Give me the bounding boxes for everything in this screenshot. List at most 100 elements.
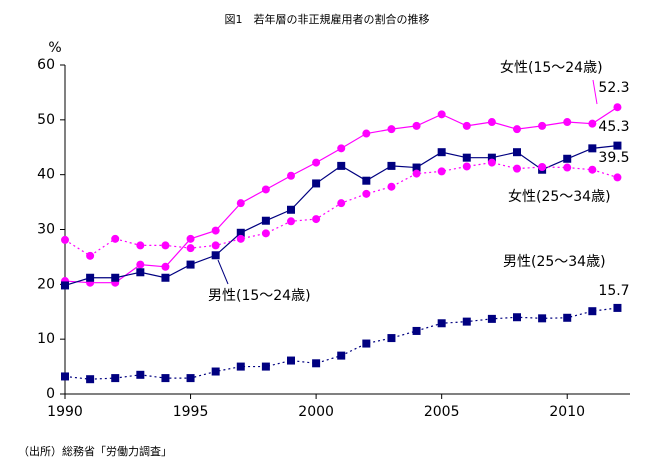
x-tick-label: 2005 <box>424 404 460 420</box>
point <box>588 165 597 174</box>
point <box>211 251 220 260</box>
point <box>487 118 496 127</box>
point <box>588 119 597 128</box>
point <box>387 182 396 191</box>
x-tick-label: 2010 <box>549 404 585 420</box>
point <box>412 163 421 172</box>
point <box>86 375 95 384</box>
x-tick-label: 2000 <box>298 404 334 420</box>
point <box>588 307 597 316</box>
point <box>588 144 597 153</box>
point <box>312 215 321 224</box>
point <box>111 234 120 243</box>
point <box>462 153 471 162</box>
point <box>287 171 295 180</box>
y-tick-label: 10 <box>37 331 55 347</box>
point <box>287 356 295 365</box>
point <box>437 167 446 176</box>
point <box>136 260 145 269</box>
point <box>412 169 421 178</box>
value-label: 52.3 <box>598 80 629 96</box>
point <box>337 351 346 360</box>
value-label: 15.7 <box>598 283 629 299</box>
y-tick-label: 40 <box>37 167 55 183</box>
point <box>86 251 95 260</box>
point <box>211 367 220 376</box>
point <box>613 103 622 112</box>
x-tick-label: 1990 <box>47 404 83 420</box>
point <box>211 241 220 250</box>
point <box>337 144 346 153</box>
point <box>538 314 547 323</box>
point <box>312 179 321 188</box>
point <box>538 162 547 171</box>
leader-line <box>592 79 598 105</box>
point <box>287 205 295 214</box>
leader-line <box>217 259 229 285</box>
point <box>487 153 496 162</box>
point <box>362 176 371 185</box>
y-tick-label: 20 <box>37 276 55 292</box>
point <box>312 359 321 368</box>
point <box>211 226 220 235</box>
y-tick-label: 30 <box>37 222 55 238</box>
point <box>186 234 195 243</box>
point <box>563 313 572 322</box>
point <box>487 314 496 323</box>
chart-title: 図1 若年層の非正規雇用者の割合の推移 <box>225 12 430 26</box>
point <box>61 372 69 381</box>
series-label: 女性(25～34歳) <box>508 188 611 205</box>
point <box>513 125 521 134</box>
value-label: 39.5 <box>598 150 629 166</box>
y-tick-label: 50 <box>37 112 55 128</box>
point <box>236 362 245 371</box>
point <box>462 162 471 171</box>
point <box>86 273 95 282</box>
point <box>136 370 145 379</box>
point <box>513 148 521 157</box>
point <box>161 262 170 271</box>
point <box>186 244 195 253</box>
series-line <box>64 161 618 257</box>
point <box>613 141 622 150</box>
y-unit: % <box>48 40 61 56</box>
point <box>437 110 446 119</box>
value-label: 45.3 <box>598 119 629 135</box>
point <box>487 158 496 167</box>
point <box>186 374 195 383</box>
point <box>161 241 170 250</box>
point <box>261 229 270 238</box>
point <box>261 216 270 225</box>
point <box>261 185 270 194</box>
series-line <box>64 307 618 380</box>
point <box>563 118 572 127</box>
point <box>362 189 371 198</box>
point <box>513 164 521 173</box>
point <box>287 217 295 226</box>
point <box>563 163 572 172</box>
point <box>337 199 346 208</box>
point <box>161 374 170 383</box>
point <box>412 121 421 130</box>
point <box>462 121 471 130</box>
point <box>538 121 547 130</box>
x-tick-label: 1995 <box>173 404 209 420</box>
y-tick-label: 60 <box>37 57 55 73</box>
series-label: 男性(25～34歳) <box>503 254 606 270</box>
series-label: 男性(15～24歳) <box>208 288 311 304</box>
point <box>412 326 421 335</box>
point <box>261 362 270 371</box>
series-label: 女性(15～24歳) <box>500 59 603 76</box>
point <box>437 319 446 328</box>
point <box>61 281 69 290</box>
point <box>236 234 245 243</box>
y-tick-label: 0 <box>46 386 55 402</box>
point <box>186 260 195 269</box>
point <box>437 148 446 157</box>
point <box>387 334 396 343</box>
point <box>236 199 245 208</box>
point <box>136 241 145 250</box>
source-note: （出所）総務省「労働力調査」 <box>18 444 172 458</box>
point <box>387 161 396 170</box>
